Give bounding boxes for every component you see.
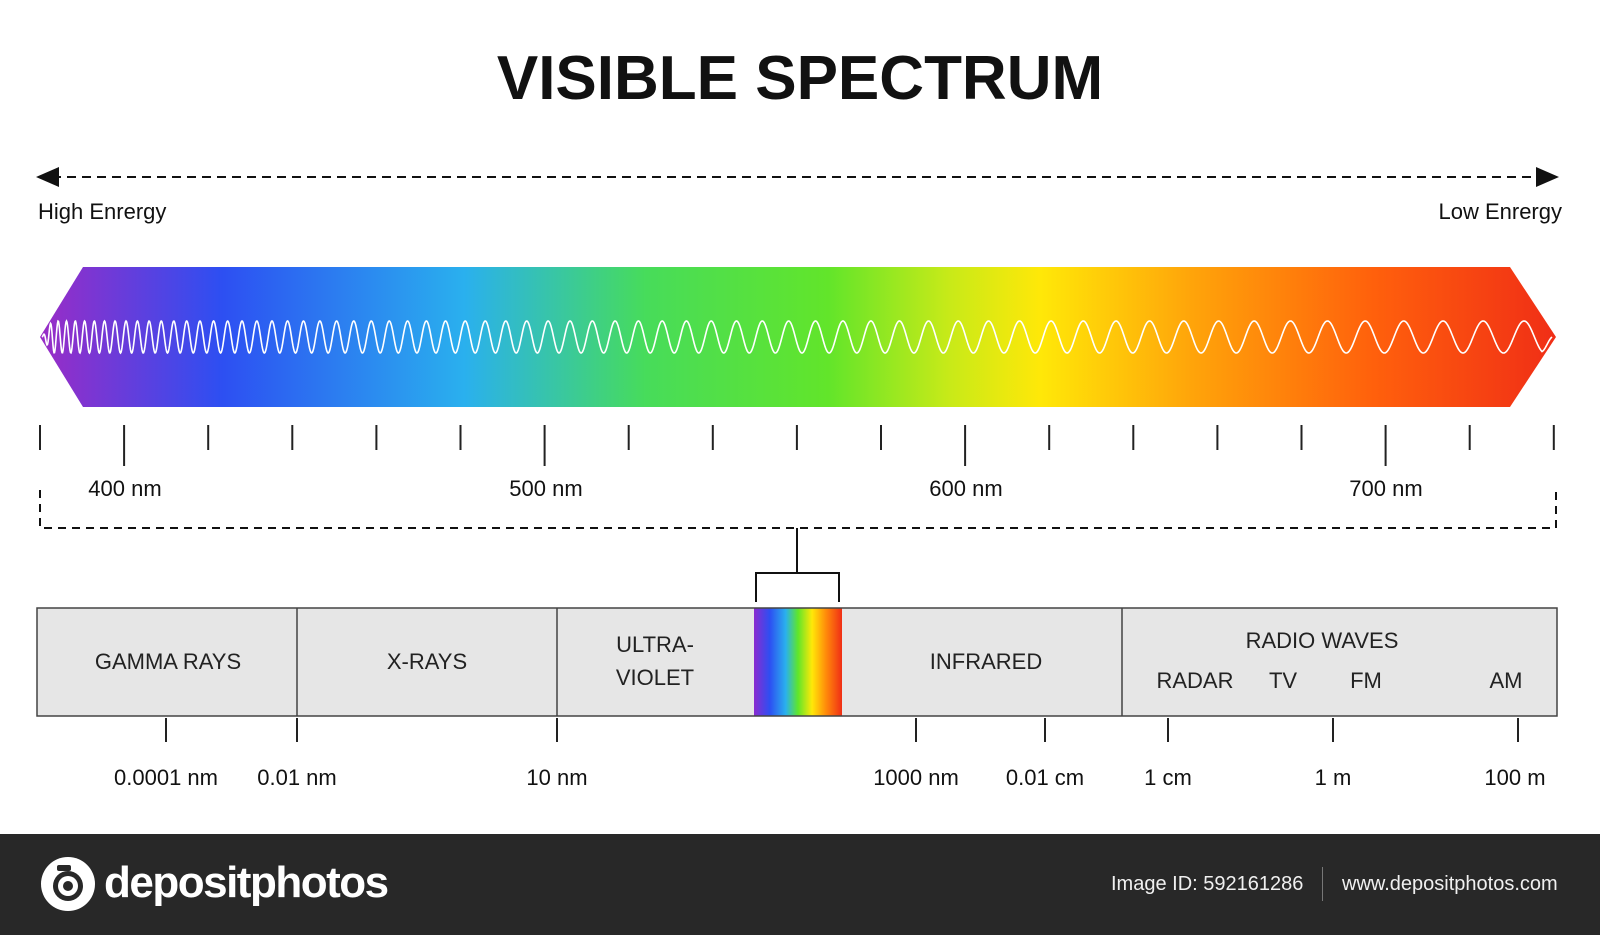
footer-divider — [1322, 867, 1323, 901]
band-label-infrared: INFRARED — [930, 649, 1042, 674]
scale-label-600nm: 600 nm — [929, 476, 1002, 501]
footer-url[interactable]: www.depositphotos.com — [1342, 873, 1558, 895]
band-label-ultraviolet-line2: VIOLET — [616, 665, 694, 690]
band-label-radio-waves: RADIO WAVES — [1246, 628, 1399, 653]
arrow-right-icon — [1536, 167, 1559, 187]
wavelength-label-1: 0.01 nm — [257, 765, 337, 790]
wavelength-label-3: 1000 nm — [873, 765, 959, 790]
low-energy-label: Low Enrergy — [1438, 199, 1562, 224]
band-infrared — [842, 608, 1122, 716]
page-title: VISIBLE SPECTRUM — [497, 44, 1103, 113]
camera-logo-icon — [41, 857, 95, 911]
band-ultraviolet — [557, 608, 754, 716]
wavelength-label-6: 1 m — [1315, 765, 1352, 790]
band-gamma-rays — [37, 608, 297, 716]
wavelength-label-5: 1 cm — [1144, 765, 1192, 790]
sub-label-radar: RADAR — [1156, 668, 1233, 693]
wave-line — [41, 319, 1553, 355]
visible-spectrum-band — [40, 267, 1556, 407]
zoom-bracket — [39, 490, 1557, 602]
spectrum-diagram: VISIBLE SPECTRUM High Enrergy Low Enrerg… — [36, 44, 1562, 790]
band-x-rays — [297, 608, 557, 716]
high-energy-label: High Enrergy — [38, 199, 166, 224]
scale-label-500nm: 500 nm — [509, 476, 582, 501]
band-radio-waves — [1122, 608, 1557, 716]
visible-scale-ticks — [39, 425, 1555, 466]
sub-label-am: AM — [1490, 668, 1523, 693]
wavelength-label-7: 100 m — [1484, 765, 1545, 790]
em-spectrum-bar — [36, 607, 1558, 717]
arrow-left-icon — [36, 167, 59, 187]
footer-image-id: Image ID: 592161286 — [1111, 873, 1304, 895]
wavelength-label-2: 10 nm — [526, 765, 587, 790]
band-label-gamma-rays: GAMMA RAYS — [95, 649, 241, 674]
sub-label-fm: FM — [1350, 668, 1382, 693]
sub-label-tv: TV — [1269, 668, 1297, 693]
wavelength-ticks — [165, 718, 1519, 742]
footer-bar: depositphotos Image ID: 592161286 www.de… — [0, 834, 1600, 935]
band-label-x-rays: X-RAYS — [387, 649, 467, 674]
energy-arrow — [36, 167, 1559, 187]
band-label-ultraviolet-line1: ULTRA- — [616, 632, 694, 657]
band-visible — [754, 608, 842, 716]
wavelength-label-0: 0.0001 nm — [114, 765, 218, 790]
footer-brand[interactable]: depositphotos — [104, 858, 389, 907]
wavelength-label-4: 0.01 cm — [1006, 765, 1084, 790]
scale-label-400nm: 400 nm — [88, 476, 161, 501]
scale-label-700nm: 700 nm — [1349, 476, 1422, 501]
